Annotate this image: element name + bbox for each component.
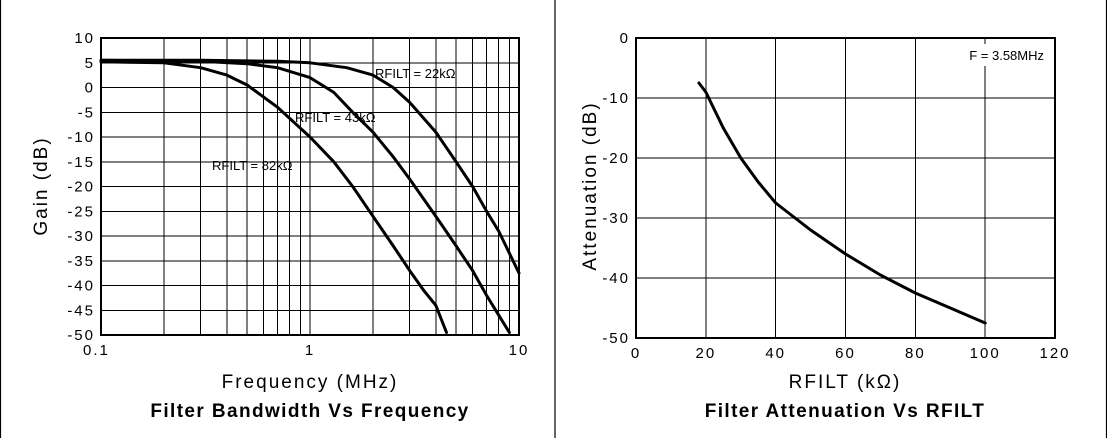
series-label-82k: RFILT = 82kΩ — [212, 158, 293, 173]
x-tick-label: 100 — [970, 345, 1001, 362]
attenuation-x-tick-labels: 0 20 40 60 80 100 120 — [631, 345, 1070, 362]
y-tick-label: -5 — [78, 104, 95, 121]
y-tick-label: -25 — [67, 203, 95, 220]
x-tick-label: 1 — [305, 342, 315, 359]
y-tick-label: -50 — [67, 327, 95, 344]
x-tick-label: 120 — [1039, 345, 1070, 362]
y-tick-label: 0 — [620, 30, 630, 47]
frequency-annotation-box — [938, 44, 1050, 66]
y-tick-label: -10 — [67, 129, 95, 146]
attenuation-grid — [636, 38, 1055, 338]
attenuation-series-lines — [697, 81, 987, 325]
y-tick-label: 5 — [85, 55, 95, 72]
y-tick-label: -10 — [602, 90, 630, 107]
attenuation-y-tick-labels: 0 -10 -20 -30 -40 -50 — [602, 30, 630, 347]
bandwidth-series-lines — [99, 58, 521, 334]
bandwidth-y-tick-labels: 10 5 0 -5 -10 -15 -20 -25 -30 -35 -40 -45 -50 — [67, 30, 95, 344]
series-line-1 — [99, 58, 511, 334]
frequency-annotation: F = 3.58MHz — [969, 48, 1044, 63]
bandwidth-plot-area — [100, 37, 520, 336]
attenuation-plot-area — [635, 37, 1056, 339]
attenuation-x-axis-label: RFILT (kΩ) — [789, 372, 902, 393]
attenuation-line-0 — [697, 81, 987, 325]
x-tick-label: 10 — [509, 342, 530, 359]
series-line-2 — [99, 60, 448, 334]
x-tick-label: 0 — [631, 345, 641, 362]
bandwidth-grid — [101, 38, 519, 335]
y-tick-label: -30 — [67, 228, 95, 245]
y-tick-label: -20 — [602, 150, 630, 167]
bandwidth-y-axis-label: Gain (dB) — [31, 136, 52, 235]
y-tick-label: -20 — [67, 179, 95, 196]
y-tick-label: -40 — [67, 278, 95, 295]
y-tick-label: -15 — [67, 154, 95, 171]
attenuation-chart-title: Filter Attenuation Vs RFILT — [705, 401, 986, 422]
y-tick-label: 0 — [85, 80, 95, 97]
x-tick-label: 20 — [695, 345, 716, 362]
series-line-0 — [99, 58, 521, 275]
bandwidth-chart-title: Filter Bandwidth Vs Frequency — [150, 401, 469, 422]
y-tick-label: -30 — [602, 210, 630, 227]
y-tick-label: 10 — [74, 30, 95, 47]
series-label-43k: RFILT = 43kΩ — [295, 110, 376, 125]
x-tick-label: 40 — [765, 345, 786, 362]
x-tick-label: 80 — [905, 345, 926, 362]
attenuation-chart: F = 3.58MHz 0 -10 -20 -30 -40 -50 0 20 40 60 80 10… — [580, 30, 1070, 422]
bandwidth-chart: RFILT = 22kΩ RFILT = 43kΩ RFILT = 82kΩ 1… — [31, 30, 530, 422]
bandwidth-x-tick-labels: 0.1 1 10 — [83, 342, 530, 359]
y-tick-label: -50 — [602, 330, 630, 347]
series-label-22k: RFILT = 22kΩ — [375, 66, 456, 81]
bandwidth-x-axis-label: Frequency (MHz) — [222, 372, 399, 393]
y-tick-label: -45 — [67, 302, 95, 319]
x-tick-label: 60 — [835, 345, 856, 362]
y-tick-label: -35 — [67, 253, 95, 270]
attenuation-y-axis-label: Attenuation (dB) — [580, 101, 601, 270]
bandwidth-series-labels: RFILT = 22kΩ RFILT = 43kΩ RFILT = 82kΩ — [212, 66, 456, 173]
y-tick-label: -40 — [602, 270, 630, 287]
x-tick-label: 0.1 — [83, 342, 110, 359]
